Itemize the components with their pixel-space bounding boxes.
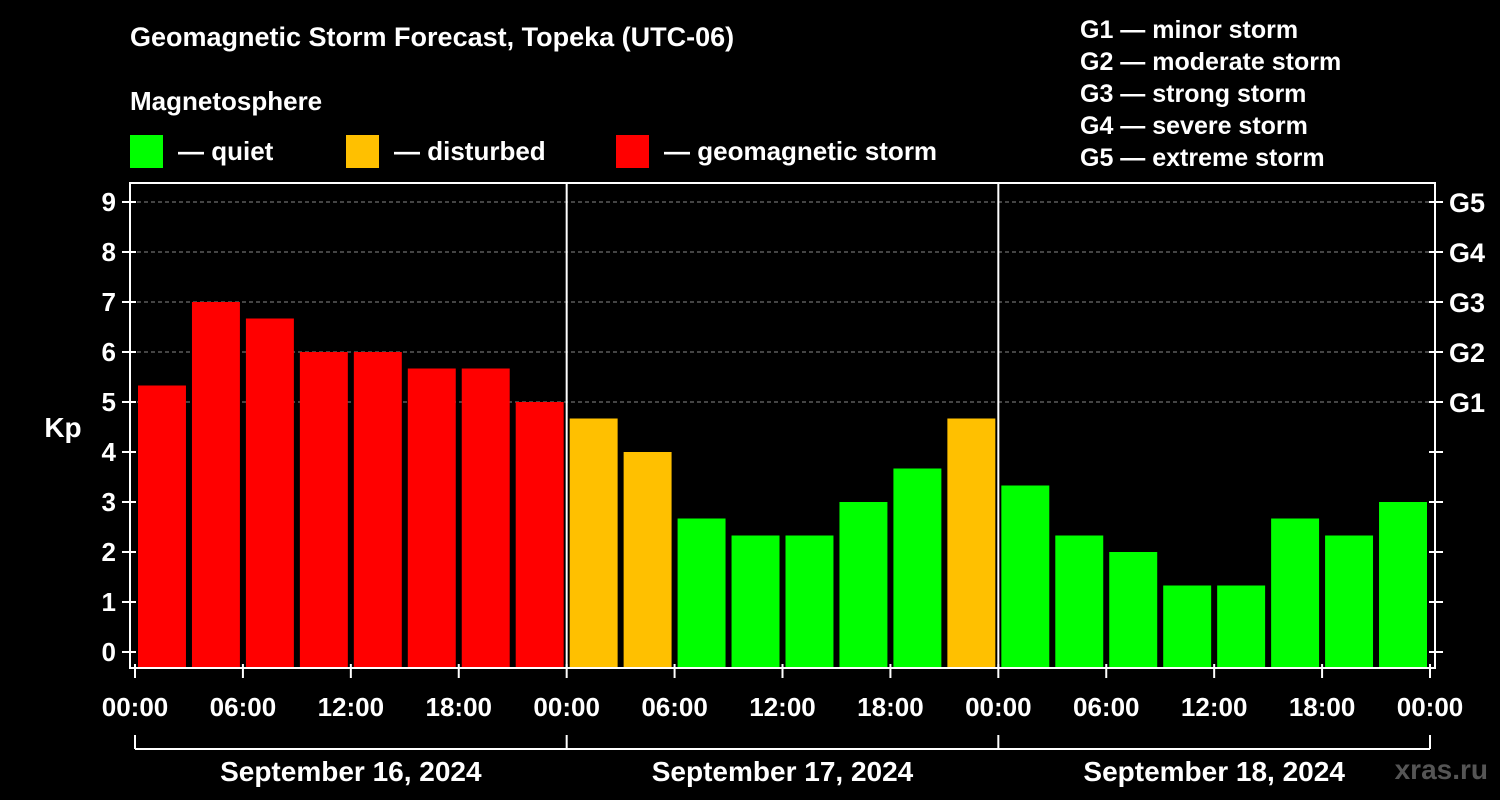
legend-label-disturbed: — disturbed: [394, 135, 546, 166]
kp-bar: [731, 535, 780, 668]
legend-swatch-disturbed: [346, 134, 379, 168]
kp-bar: [947, 418, 996, 668]
kp-bar: [1217, 585, 1266, 668]
kp-bar: [1109, 552, 1158, 668]
g-scale-item: G1 — minor storm: [1080, 16, 1299, 44]
x-tick-label: 12:00: [1181, 692, 1248, 722]
y-tick-label: 7: [102, 287, 116, 317]
chart-title: Geomagnetic Storm Forecast, Topeka (UTC-…: [130, 22, 735, 52]
legend-item-storm: — geomagnetic storm: [616, 134, 937, 168]
y-tick-label: 4: [102, 437, 117, 467]
kp-bar: [1325, 535, 1374, 668]
g-scale-legend: G1 — minor storm G2 — moderate storm G3 …: [1080, 14, 1341, 174]
y-tick-label: 5: [102, 387, 116, 417]
y-tick-label: 1: [102, 587, 116, 617]
kp-bar: [569, 418, 618, 668]
kp-bar: [785, 535, 834, 668]
legend-item-disturbed: — disturbed: [346, 134, 546, 168]
kp-bar: [893, 468, 942, 668]
day-label: September 18, 2024: [1083, 756, 1345, 787]
kp-bar: [245, 318, 294, 668]
y-axis-label: Kp: [44, 412, 81, 443]
x-tick-label: 06:00: [210, 692, 277, 722]
x-tick-label: 12:00: [318, 692, 385, 722]
legend-label-storm: — geomagnetic storm: [664, 135, 938, 166]
x-tick-label: 18:00: [857, 692, 924, 722]
x-tick-label: 00:00: [533, 692, 600, 722]
kp-bar: [299, 352, 348, 668]
kp-bar: [1271, 518, 1320, 668]
x-tick-label: 12:00: [749, 692, 816, 722]
legend-swatch-quiet: [130, 134, 163, 168]
x-tick-label: 00:00: [1397, 692, 1464, 722]
y-tick-label: 3: [102, 487, 116, 517]
x-tick-label: 00:00: [102, 692, 169, 722]
kp-bar: [1055, 535, 1104, 668]
kp-bar: [461, 368, 510, 668]
g-level-label: G4: [1449, 238, 1485, 268]
legend-swatch-storm: [616, 134, 649, 168]
y-tick-label: 9: [102, 187, 116, 217]
g-scale-item: G5 — extreme storm: [1080, 144, 1325, 172]
g-scale-item: G3 — strong storm: [1080, 80, 1307, 108]
day-label: September 16, 2024: [220, 756, 482, 787]
g-level-label: G1: [1449, 388, 1485, 418]
g-level-label: G3: [1449, 288, 1485, 318]
legend-item-quiet: — quiet: [130, 134, 273, 168]
kp-bar: [677, 518, 726, 668]
kp-bar: [515, 402, 564, 668]
kp-bar: [353, 352, 402, 668]
kp-bar: [1163, 585, 1212, 668]
kp-bar: [191, 302, 240, 668]
kp-bar: [623, 452, 672, 668]
day-label: September 17, 2024: [652, 756, 914, 787]
g-scale-item: G2 — moderate storm: [1080, 48, 1342, 76]
x-tick-label: 06:00: [1073, 692, 1140, 722]
g-level-label: G5: [1449, 188, 1485, 218]
g-scale-item: G4 — severe storm: [1080, 112, 1308, 140]
y-tick-label: 2: [102, 537, 116, 567]
kp-bar: [1379, 502, 1427, 668]
x-tick-label: 00:00: [965, 692, 1032, 722]
x-tick-label: 18:00: [1289, 692, 1356, 722]
x-tick-label: 06:00: [641, 692, 708, 722]
magnetosphere-label: Magnetosphere: [130, 86, 323, 116]
x-tick-label: 18:00: [426, 692, 493, 722]
watermark: xras.ru: [1394, 754, 1488, 785]
y-tick-label: 6: [102, 337, 116, 367]
g-level-label: G2: [1449, 338, 1485, 368]
kp-bar: [138, 385, 186, 668]
y-tick-label: 8: [102, 237, 116, 267]
kp-bar: [1001, 485, 1050, 668]
legend-label-quiet: — quiet: [178, 135, 274, 166]
kp-bar: [839, 502, 888, 668]
y-tick-label: 0: [102, 637, 116, 667]
kp-bar: [407, 368, 456, 668]
